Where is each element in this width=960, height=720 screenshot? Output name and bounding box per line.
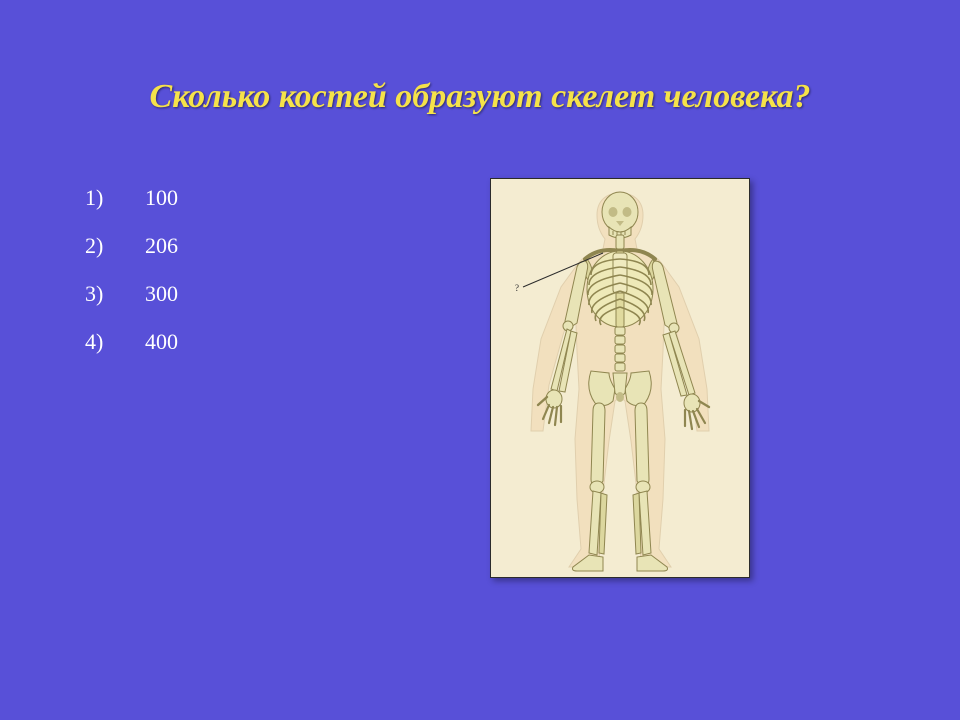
option-1-value: 100 bbox=[145, 185, 178, 211]
option-3-value: 300 bbox=[145, 281, 178, 307]
slide-title: Сколько костей образуют скелет человека? bbox=[0, 78, 960, 116]
answer-options: 1) 100 2) 206 3) 300 4) 400 bbox=[85, 185, 178, 377]
option-1-index: 1) bbox=[85, 185, 145, 211]
ribcage-icon bbox=[587, 251, 653, 327]
pelvis-icon bbox=[589, 371, 652, 406]
option-2[interactable]: 2) 206 bbox=[85, 233, 178, 259]
option-4-index: 4) bbox=[85, 329, 145, 355]
option-3[interactable]: 3) 300 bbox=[85, 281, 178, 307]
pointer-label: ? bbox=[515, 283, 519, 293]
option-4-value: 400 bbox=[145, 329, 178, 355]
option-2-value: 206 bbox=[145, 233, 178, 259]
option-2-index: 2) bbox=[85, 233, 145, 259]
skeleton bbox=[538, 192, 709, 571]
option-1[interactable]: 1) 100 bbox=[85, 185, 178, 211]
option-4[interactable]: 4) 400 bbox=[85, 329, 178, 355]
option-3-index: 3) bbox=[85, 281, 145, 307]
skeleton-illustration: ? bbox=[490, 178, 750, 578]
